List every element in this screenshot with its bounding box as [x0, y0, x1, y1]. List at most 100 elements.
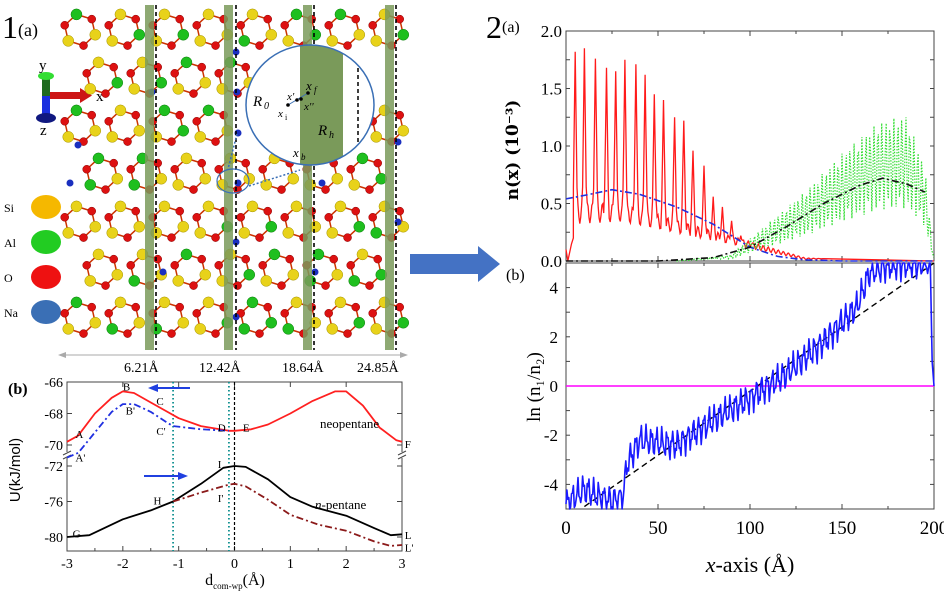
o-atom [109, 158, 118, 168]
y-axis-label: U(kJ/mol) [7, 438, 24, 502]
o-atom [329, 254, 338, 264]
si-atom [177, 220, 190, 233]
o-atom [131, 14, 140, 24]
si-atom [246, 8, 259, 21]
point-label-I': I' [218, 493, 224, 505]
o-atom [126, 165, 135, 174]
si-atom [326, 227, 339, 239]
o-atom [109, 62, 118, 72]
y-tick-label: -76 [44, 496, 63, 511]
al-atom [155, 76, 168, 89]
o-atom [189, 281, 198, 290]
point-label-C: C [156, 396, 163, 408]
axis-break-mark [62, 450, 72, 456]
o-atom [104, 117, 113, 126]
o-atom [79, 233, 88, 242]
o-atom [87, 302, 96, 312]
si-atom [180, 152, 193, 165]
si-atom [62, 323, 75, 335]
al-atom [290, 8, 303, 21]
si-atom [111, 172, 124, 185]
al-atom [356, 152, 369, 165]
si-atom [155, 172, 168, 185]
series-ln-ratio [565, 262, 935, 510]
series-fit-1 [565, 188, 934, 262]
distance-label: 18.64Å [282, 360, 325, 376]
si-atom [84, 275, 97, 287]
al-atom [353, 220, 366, 233]
si-atom [133, 316, 146, 329]
legend-swatch-o [31, 265, 61, 289]
o-atom [280, 309, 289, 318]
o-atom [365, 281, 374, 290]
si-atom [202, 200, 215, 213]
si-atom [106, 35, 119, 47]
si-atom [260, 179, 273, 191]
o-atom [82, 165, 91, 174]
al-atom [243, 268, 256, 281]
si-atom [194, 131, 207, 143]
o-atom [321, 281, 330, 290]
pore-boundary-bands [145, 5, 397, 350]
arrow-left-icon [148, 384, 158, 392]
o-atom [109, 254, 118, 264]
series-neopentane [66, 390, 403, 443]
si-atom [84, 83, 97, 95]
x-tick-label: 0 [561, 518, 571, 539]
o-atom [60, 117, 69, 126]
si-atom [370, 323, 383, 335]
point-label-C': C' [156, 426, 165, 438]
al-atom [111, 76, 124, 89]
o-atom [351, 302, 360, 312]
o-atom [395, 206, 404, 216]
o-atom [324, 21, 333, 30]
zeolite-framework [60, 8, 410, 338]
si-atom [238, 227, 251, 239]
inset-label-xi: x [277, 108, 283, 120]
si-atom [62, 227, 75, 239]
si-atom [62, 35, 75, 47]
al-atom [128, 179, 141, 191]
series-linear-fit [583, 262, 935, 508]
si-atom [334, 200, 347, 213]
magnified-inset: R 0 x i x' x'' x f R h x b [216, 44, 375, 194]
si-atom [348, 179, 361, 191]
si-atom [202, 8, 215, 21]
al-atom [133, 28, 146, 41]
o-atom [101, 185, 110, 194]
al-atom [84, 179, 97, 191]
y-tick-label: -70 [44, 439, 63, 454]
si-atom [199, 172, 212, 185]
o-atom [351, 14, 360, 24]
point-x-prime [295, 98, 299, 102]
si-atom [158, 296, 171, 309]
o-atom [192, 309, 201, 318]
al-atom [348, 275, 361, 287]
y-tick-label: -66 [44, 376, 63, 391]
al-atom [158, 104, 171, 117]
inset-label-xf-sub: f [314, 85, 318, 95]
series-n-pentane [66, 465, 403, 538]
si-atom [114, 296, 127, 309]
si-atom [334, 296, 347, 309]
y-tick-label: 0 [550, 377, 559, 396]
o-atom [60, 21, 69, 30]
o-atom [79, 41, 88, 50]
na-atom [66, 179, 74, 187]
si-atom [246, 200, 259, 213]
y-tick-label: -4 [544, 475, 559, 494]
figure-2-number: 2 [486, 9, 502, 45]
z-axis-cap-icon [36, 113, 56, 123]
x-tick-label: 200 [920, 518, 944, 539]
legend-label: Si [4, 201, 15, 215]
o-atom [324, 309, 333, 318]
si-atom [111, 268, 124, 281]
si-atom [260, 275, 273, 287]
o-atom [175, 302, 184, 312]
inset-border [245, 44, 375, 166]
o-atom [211, 233, 220, 242]
o-atom [365, 185, 374, 194]
axis-break-gap [64, 452, 70, 458]
o-atom [192, 117, 201, 126]
y-tick-label: 2 [550, 328, 559, 347]
